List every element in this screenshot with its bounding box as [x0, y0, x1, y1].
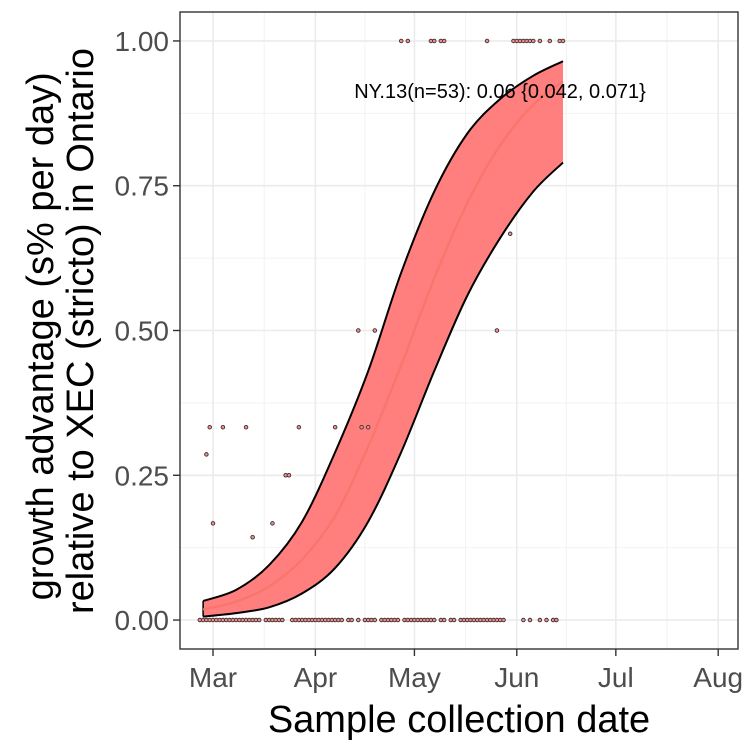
y-axis-title-line-2: relative to XEC (stricto) in Ontario: [60, 48, 102, 614]
data-point: [501, 617, 506, 623]
x-tick-label: Aug: [693, 662, 743, 693]
fitted-line: [202, 80, 564, 611]
data-point: [527, 617, 533, 623]
data-point: [395, 617, 401, 623]
data-point: [405, 38, 411, 44]
data-point: [507, 231, 513, 237]
x-tick-label: Mar: [189, 662, 237, 693]
data-point: [554, 617, 559, 623]
x-axis: Mar Apr May Jun Jul Aug: [189, 649, 743, 693]
data-point: [441, 617, 447, 623]
data-point: [372, 328, 378, 333]
data-point: [210, 521, 216, 526]
data-point: [544, 617, 549, 623]
data-point: [431, 617, 437, 623]
y-axis-title-line-1: growth advantage (s% per day): [20, 72, 62, 600]
data-point: [537, 38, 543, 44]
x-axis-title: Sample collection date: [268, 699, 650, 741]
data-point: [560, 38, 566, 44]
x-tick-label: Jul: [598, 662, 634, 693]
y-tick-label: 0.50: [115, 316, 170, 347]
data-point: [484, 38, 490, 44]
data-point: [451, 617, 457, 623]
data-point: [339, 617, 345, 623]
data-point: [207, 424, 212, 430]
y-tick-label: 0.25: [115, 460, 170, 491]
ribbon-layer: [202, 60, 564, 618]
y-tick-label: 1.00: [115, 26, 170, 57]
data-point: [372, 617, 378, 623]
ribbon-lower-bound: [203, 161, 564, 618]
data-point: [256, 617, 262, 623]
data-point: [356, 328, 361, 333]
data-point: [359, 424, 364, 430]
data-point: [243, 424, 249, 430]
y-tick-label: 0.75: [115, 171, 170, 202]
data-point: [431, 38, 437, 44]
data-point: [204, 452, 209, 457]
data-point: [356, 617, 361, 623]
data-point: [531, 38, 536, 44]
x-tick-label: May: [388, 662, 441, 693]
y-axis: 0.00 0.25 0.50 0.75 1.00: [115, 26, 180, 636]
data-point: [296, 424, 302, 430]
data-point: [220, 424, 226, 430]
data-point: [521, 617, 526, 623]
model-annotation: NY.13(n=53): 0.06 {0.042, 0.071}: [354, 81, 646, 103]
x-tick-label: Jun: [494, 662, 539, 693]
data-point: [494, 328, 500, 333]
data-point: [270, 521, 275, 526]
y-axis-title: growth advantage (s% per day) relative t…: [20, 48, 102, 614]
data-point: [365, 424, 371, 430]
data-point: [398, 38, 404, 44]
data-point: [286, 473, 292, 478]
data-point: [280, 617, 285, 623]
data-point: [349, 617, 354, 623]
data-point: [547, 38, 553, 44]
data-point: [332, 424, 338, 430]
points-layer: [197, 38, 566, 623]
data-point: [250, 534, 255, 540]
confidence-ribbon: [203, 61, 564, 617]
y-tick-label: 0.00: [115, 605, 170, 636]
data-point: [441, 38, 447, 44]
ribbon-upper-bound: [202, 60, 564, 602]
x-tick-label: Apr: [294, 662, 338, 693]
data-point: [537, 617, 543, 623]
